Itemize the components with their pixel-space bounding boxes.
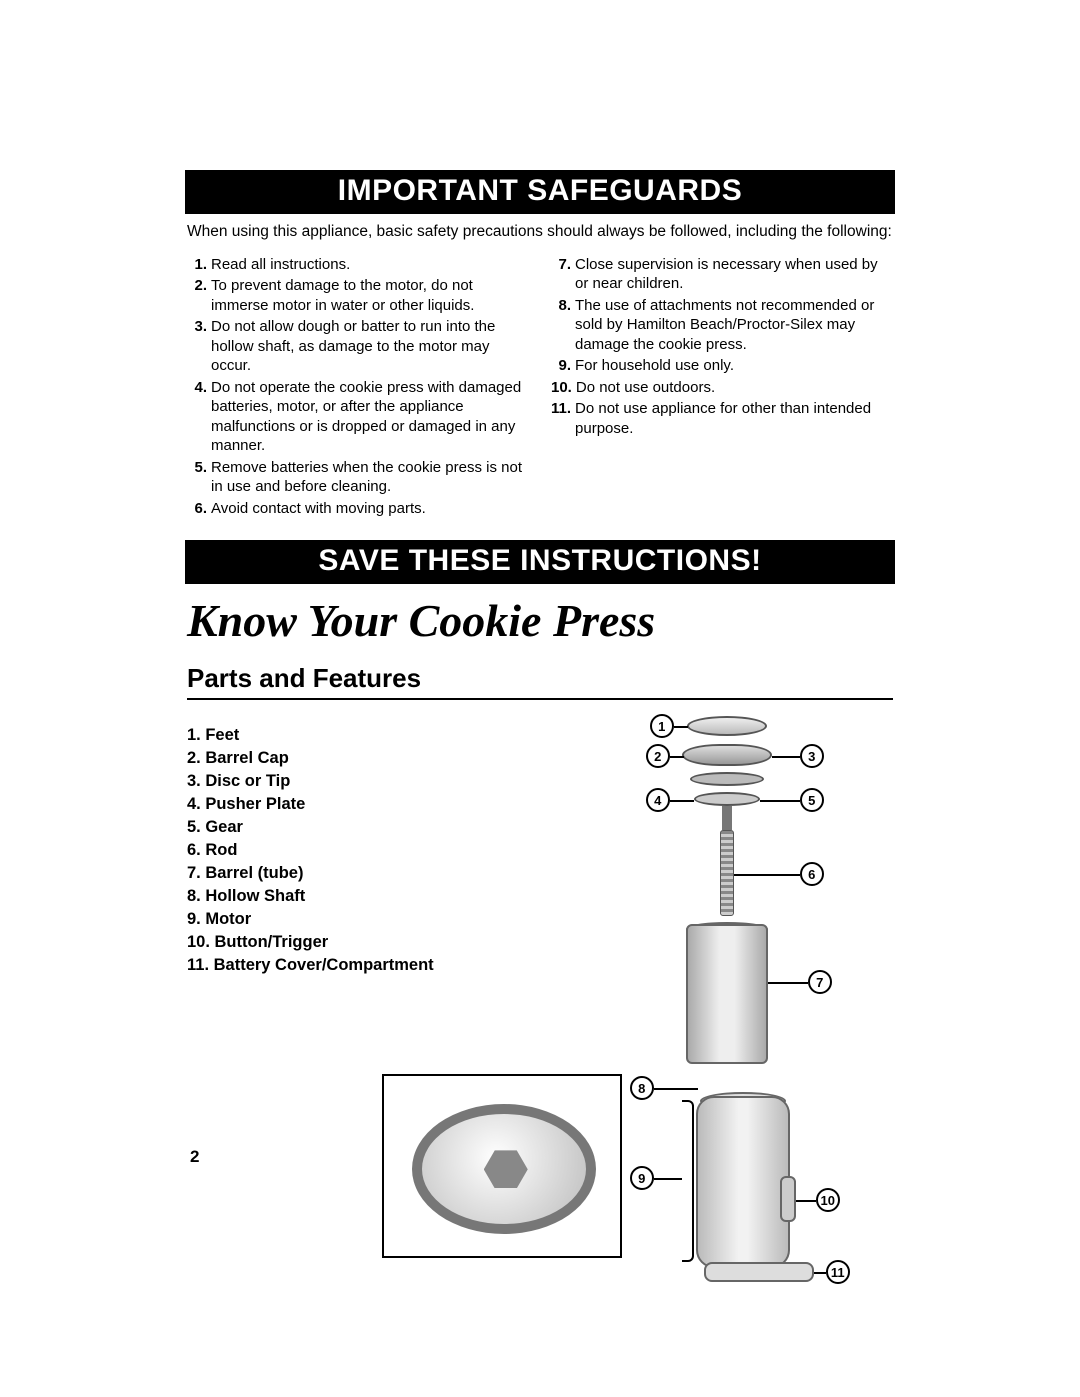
safeguard-item: 9.For household use only.	[551, 356, 893, 376]
part-item: 10. Button/Trigger	[187, 933, 512, 952]
part-item: 6. Rod	[187, 841, 512, 860]
safeguard-item: 10.Do not use outdoors.	[551, 378, 893, 398]
safeguard-item: 2.To prevent damage to the motor, do not…	[187, 276, 529, 315]
leader	[772, 756, 800, 758]
leader	[760, 800, 800, 802]
part-item: 11. Battery Cover/Compartment	[187, 956, 512, 975]
diagram-disc	[690, 772, 764, 786]
safeguard-item: 11.Do not use appliance for other than i…	[551, 399, 893, 438]
diagram-trigger	[780, 1176, 796, 1222]
exploded-diagram: 1 2 3 4 5 6 7 8 9 10 11	[522, 716, 893, 1296]
leader	[654, 1178, 682, 1180]
diagram-gear	[722, 806, 732, 830]
leader	[670, 800, 694, 802]
part-item: 1. Feet	[187, 726, 512, 745]
diagram-base	[704, 1262, 814, 1282]
page-number: 2	[190, 1147, 199, 1167]
diagram-motor	[696, 1096, 790, 1268]
leader	[674, 726, 688, 728]
safeguards-columns: 1.Read all instructions. 2.To prevent da…	[187, 255, 893, 521]
callout-1: 1	[650, 714, 674, 738]
intro-text: When using this appliance, basic safety …	[187, 222, 893, 243]
save-instructions-banner: SAVE THESE INSTRUCTIONS!	[185, 540, 895, 584]
diagram-feet	[687, 716, 767, 736]
callout-9: 9	[630, 1166, 654, 1190]
diagram-barrel-cap	[682, 744, 772, 766]
callout-4: 4	[646, 788, 670, 812]
callout-11: 11	[826, 1260, 850, 1284]
leader	[670, 756, 684, 758]
leader	[654, 1088, 698, 1090]
safeguard-item: 4.Do not operate the cookie press with d…	[187, 378, 529, 456]
callout-2: 2	[646, 744, 670, 768]
section-rule	[187, 698, 893, 700]
diagram-rod	[720, 830, 734, 916]
safeguard-item: 7.Close supervision is necessary when us…	[551, 255, 893, 294]
part-item: 5. Gear	[187, 818, 512, 837]
detail-inset	[382, 1074, 622, 1258]
safeguard-item: 3.Do not allow dough or batter to run in…	[187, 317, 529, 376]
part-item: 8. Hollow Shaft	[187, 887, 512, 906]
part-item: 4. Pusher Plate	[187, 795, 512, 814]
bracket-motor	[682, 1100, 694, 1262]
know-title: Know Your Cookie Press	[187, 594, 893, 647]
leader	[734, 874, 800, 876]
safeguards-col-right: 7.Close supervision is necessary when us…	[551, 255, 893, 521]
safeguard-item: 8.The use of attachments not recommended…	[551, 296, 893, 355]
leader	[814, 1272, 826, 1274]
safeguard-item: 5.Remove batteries when the cookie press…	[187, 458, 529, 497]
part-item: 3. Disc or Tip	[187, 772, 512, 791]
diagram-barrel	[686, 924, 768, 1064]
part-item: 7. Barrel (tube)	[187, 864, 512, 883]
features-wrap: 1. Feet 2. Barrel Cap 3. Disc or Tip 4. …	[187, 716, 893, 1296]
callout-10: 10	[816, 1188, 840, 1212]
callout-5: 5	[800, 788, 824, 812]
part-item: 9. Motor	[187, 910, 512, 929]
leader	[768, 982, 808, 984]
safeguard-item: 6.Avoid contact with moving parts.	[187, 499, 529, 519]
callout-3: 3	[800, 744, 824, 768]
callout-8: 8	[630, 1076, 654, 1100]
callout-7: 7	[808, 970, 832, 994]
important-safeguards-banner: IMPORTANT SAFEGUARDS	[185, 170, 895, 214]
leader	[796, 1200, 816, 1202]
safeguard-item: 1.Read all instructions.	[187, 255, 529, 275]
callout-6: 6	[800, 862, 824, 886]
part-item: 2. Barrel Cap	[187, 749, 512, 768]
diagram-pusher	[694, 792, 760, 806]
parts-features-title: Parts and Features	[187, 663, 893, 694]
safeguards-col-left: 1.Read all instructions. 2.To prevent da…	[187, 255, 529, 521]
